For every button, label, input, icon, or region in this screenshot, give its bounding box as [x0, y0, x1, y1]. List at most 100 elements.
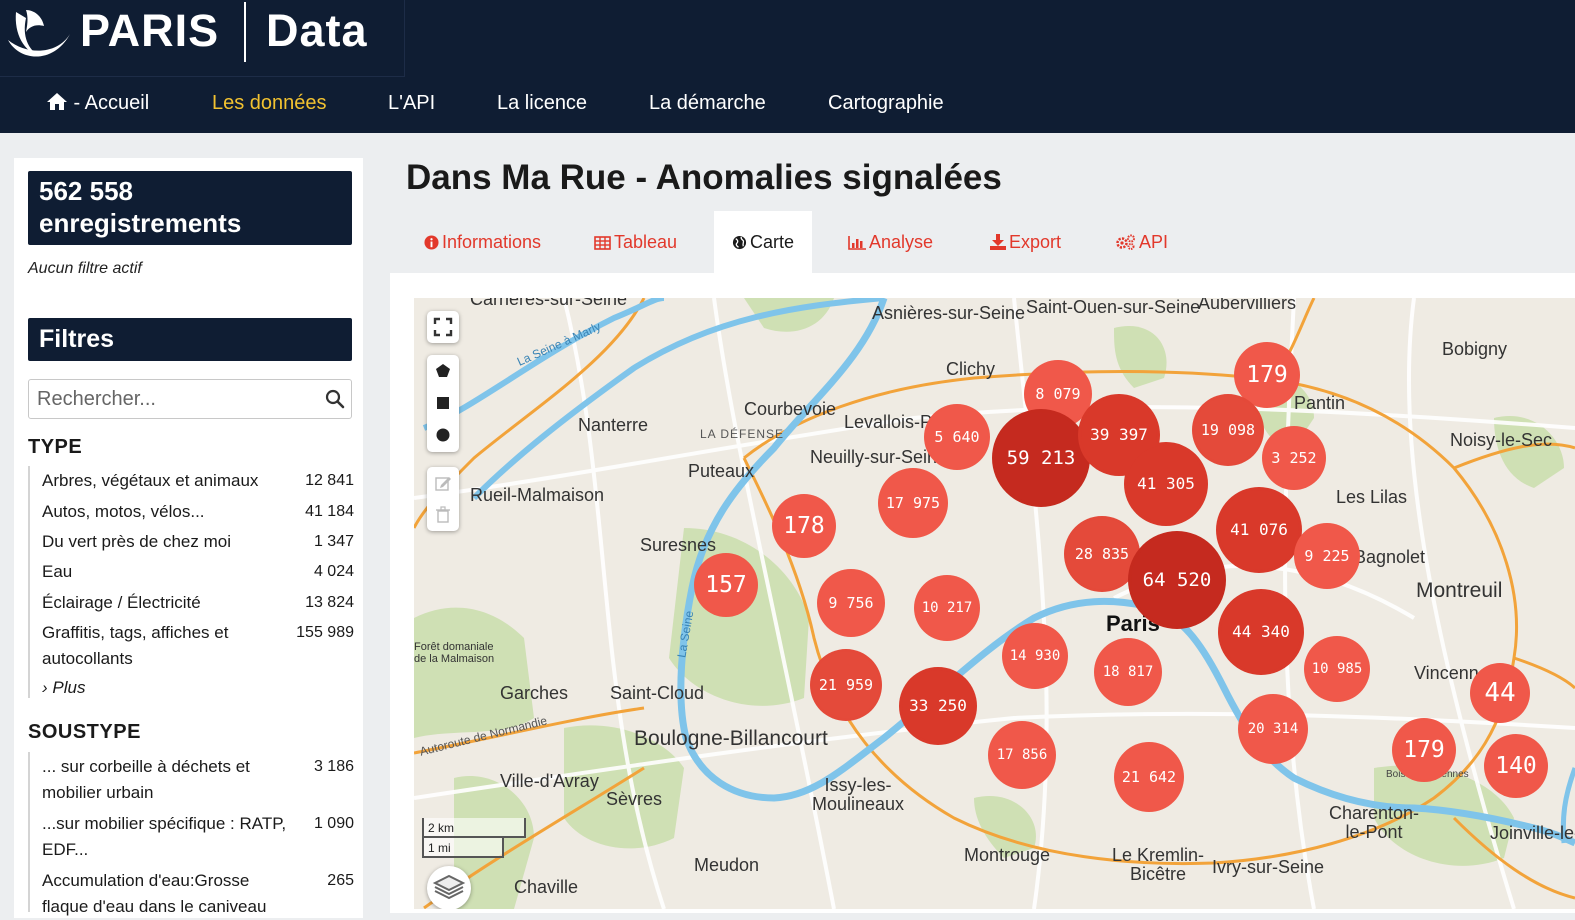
top-banner: PARIS Data: [0, 0, 1575, 78]
map-cluster-marker[interactable]: 21 642: [1114, 742, 1184, 812]
map-place-label: Saint-Cloud: [610, 683, 705, 703]
draw-circle-button[interactable]: [427, 419, 459, 451]
map-cluster-marker[interactable]: 5 640: [924, 404, 990, 470]
facet-item-label: Éclairage / Électricité: [42, 593, 201, 612]
facet-item-label: Graffitis, tags, affiches et autocollant…: [42, 623, 229, 668]
facet-item[interactable]: ...sur mobilier spécifique : RATP, EDF..…: [42, 811, 354, 863]
map-place-label: Le Kremlin-Bicêtre: [1111, 845, 1205, 884]
map-cluster-marker[interactable]: 17 856: [988, 721, 1056, 789]
delete-layers-button[interactable]: [427, 499, 459, 531]
map-cluster-marker[interactable]: 20 314: [1238, 694, 1308, 764]
edit-layers-button[interactable]: [427, 467, 459, 499]
nav-api[interactable]: L'API: [388, 92, 436, 114]
facet-item[interactable]: Graffitis, tags, affiches et autocollant…: [42, 620, 354, 672]
map-place-label: Montrouge: [964, 845, 1051, 865]
map-cluster-marker[interactable]: 33 250: [899, 667, 977, 745]
map-cluster-marker[interactable]: 3 252: [1262, 426, 1326, 490]
layers-icon: [432, 874, 466, 900]
main-navigation: - Accueil Les données L'API La licence L…: [0, 78, 1575, 133]
map-cluster-marker[interactable]: 21 959: [810, 649, 882, 721]
map-cluster-marker[interactable]: 41 076: [1216, 487, 1302, 573]
search-icon[interactable]: [325, 389, 345, 409]
map-cluster-marker[interactable]: 41 305: [1124, 442, 1208, 526]
tab-label: Analyse: [869, 232, 934, 252]
map-scale-km: 2 km: [422, 818, 526, 838]
draw-toolbar: [427, 355, 459, 452]
map-cluster-marker[interactable]: 10 985: [1304, 636, 1370, 702]
draw-rectangle-button[interactable]: [427, 387, 459, 419]
facet-item[interactable]: Arbres, végétaux et animaux 12 841: [42, 468, 354, 494]
facet-item-count: 13 824: [305, 594, 354, 611]
nav-les-donnees[interactable]: Les données: [212, 92, 327, 114]
layer-switcher-control[interactable]: [427, 866, 471, 909]
tab-label: Carte: [749, 232, 794, 252]
nav-demarche[interactable]: La démarche: [649, 92, 766, 114]
cogs-icon: [1116, 234, 1135, 250]
map-cluster-marker[interactable]: 10 217: [914, 575, 980, 641]
map-cluster-marker[interactable]: 44: [1470, 663, 1530, 723]
map-cluster-marker[interactable]: 64 520: [1128, 531, 1226, 629]
map-cluster-marker[interactable]: 19 098: [1192, 394, 1264, 466]
facet-item[interactable]: Autos, motos, vélos... 41 184: [42, 499, 354, 525]
nav-cartographie[interactable]: Cartographie: [828, 92, 944, 114]
facet-item-label: Du vert près de chez moi: [42, 532, 231, 551]
tab-tableau[interactable]: Tableau: [594, 211, 677, 273]
paris-data-logo[interactable]: PARIS Data: [0, 0, 405, 77]
bar-chart-icon: [848, 236, 866, 250]
map-cluster-marker[interactable]: 44 340: [1218, 589, 1304, 675]
tab-label: Tableau: [614, 232, 678, 252]
filters-heading: Filtres: [28, 318, 352, 361]
logo-paris-text: PARIS: [80, 5, 220, 56]
facet-item-count: 155 989: [296, 624, 354, 641]
tab-api[interactable]: API: [1116, 211, 1168, 273]
map-place-label: Rueil-Malmaison: [470, 485, 605, 505]
fullscreen-button[interactable]: [427, 311, 459, 343]
facet-item[interactable]: Du vert près de chez moi 1 347: [42, 529, 354, 555]
facet-item-count: 41 184: [305, 503, 354, 520]
map-place-label: Garches: [500, 683, 569, 703]
map-place-label: LA DÉFENSE: [700, 427, 785, 441]
map-cluster-marker[interactable]: 17 975: [878, 468, 948, 538]
facet-list-soustype: ... sur corbeille à déchets et mobilier …: [28, 752, 354, 916]
map-cluster-marker[interactable]: 9 225: [1294, 523, 1360, 589]
facet-item[interactable]: Éclairage / Électricité 13 824: [42, 590, 354, 616]
map-cluster-marker[interactable]: 157: [694, 553, 758, 617]
map-cluster-marker[interactable]: 14 930: [1002, 623, 1068, 689]
facet-item[interactable]: Accumulation d'eau:Grosse flaque d'eau d…: [42, 868, 354, 920]
map-cluster-marker[interactable]: 140: [1484, 734, 1548, 798]
map-place-label: Courbevoie: [744, 399, 837, 419]
facet-item-label: Eau: [42, 562, 73, 581]
map-cluster-marker[interactable]: 9 756: [817, 569, 885, 637]
map-place-label: Puteaux: [688, 461, 755, 481]
map-place-label: Suresnes: [640, 535, 717, 555]
facet-item[interactable]: ... sur corbeille à déchets et mobilier …: [42, 754, 354, 806]
map-cluster-marker[interactable]: 178: [772, 494, 836, 558]
active-filters-status: Aucun filtre actif: [28, 260, 142, 277]
fullscreen-icon: [433, 317, 453, 337]
map-place-label: Nanterre: [578, 415, 649, 435]
tab-label: Informations: [442, 232, 542, 252]
map-cluster-marker[interactable]: 59 213: [992, 409, 1090, 507]
anomalies-map[interactable]: Carrières-sur-Seine Asnières-sur-Seine S…: [414, 298, 1575, 909]
facet-item-count: 1 090: [313, 815, 354, 832]
home-icon: [47, 93, 67, 110]
map-cluster-marker[interactable]: 18 817: [1094, 638, 1162, 706]
tab-export[interactable]: Export: [990, 211, 1061, 273]
nav-home[interactable]: - Accueil: [46, 92, 149, 115]
map-place-label: Ivry-sur-Seine: [1212, 857, 1325, 877]
filter-search-input[interactable]: [35, 384, 319, 414]
tab-informations[interactable]: Informations: [424, 211, 541, 273]
nav-licence[interactable]: La licence: [497, 92, 588, 114]
tab-analyse[interactable]: Analyse: [848, 211, 933, 273]
draw-polygon-button[interactable]: [427, 355, 459, 387]
map-place-label: Meudon: [694, 855, 760, 875]
rectangle-draw-icon: [437, 397, 449, 409]
map-cluster-marker[interactable]: 179: [1392, 718, 1456, 782]
tab-carte[interactable]: Carte: [714, 211, 812, 273]
facet-item-count: 1 347: [313, 533, 354, 550]
map-cluster-marker[interactable]: 179: [1234, 342, 1300, 408]
facet-item[interactable]: Eau 4 024: [42, 559, 354, 585]
facet-more-link[interactable]: › Plus: [42, 678, 85, 698]
map-cluster-marker[interactable]: 28 835: [1064, 516, 1140, 592]
filter-sidebar: 562 558 enregistrements Aucun filtre act…: [14, 158, 363, 918]
